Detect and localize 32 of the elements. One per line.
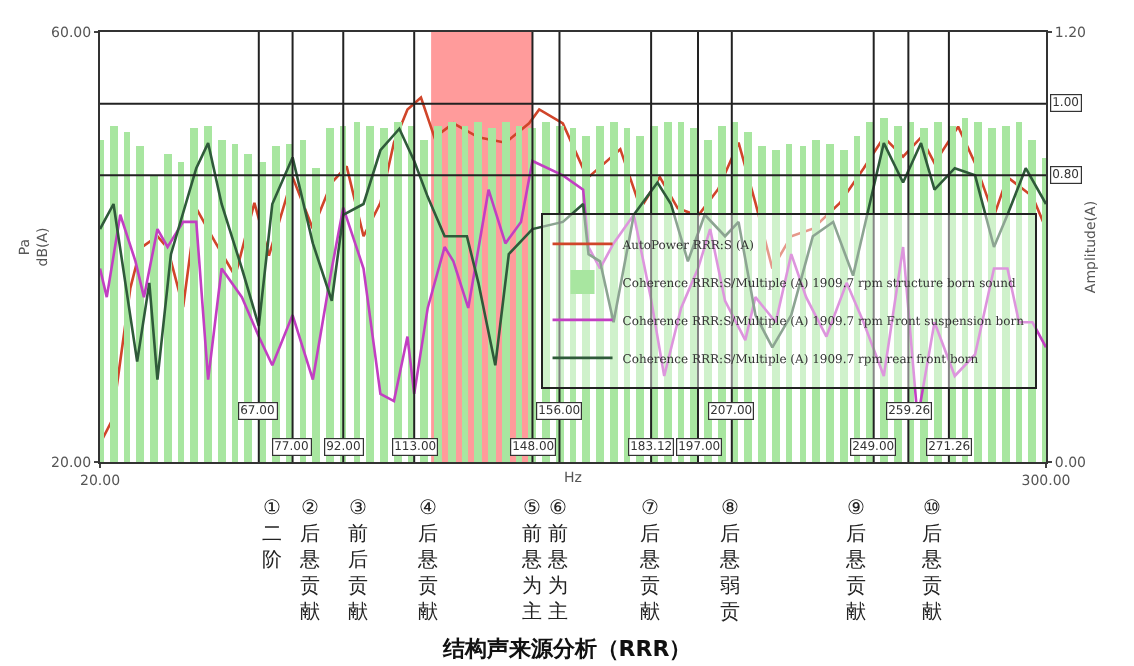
text: ⑩后悬贡献 [920,498,942,624]
text: ⑤前悬为主 [520,498,542,624]
text: ①二阶 [262,498,282,572]
bar [502,122,510,462]
bar [448,122,456,462]
text: ④后悬贡献 [416,498,438,624]
line-series [100,127,1046,381]
bar [190,128,198,462]
text: ⑥前悬为主 [546,498,568,624]
bar [786,144,792,462]
text: 结构声来源分析（RRR） [440,636,692,663]
bar [110,126,118,462]
text: ⑦后悬贡献 [638,498,660,624]
bar [124,132,130,462]
bar [1028,140,1036,462]
bar [462,126,468,462]
bar [218,140,226,462]
bar [232,144,238,462]
text: ⑧后悬弱贡 [718,498,740,624]
bar [610,122,618,462]
bar [380,128,388,462]
bar [474,122,482,462]
bar [488,128,496,462]
bar [434,126,442,462]
text: ③前后贡献 [348,498,368,624]
bar [164,154,172,462]
bar [178,162,184,462]
text: ⑨后悬贡献 [844,498,866,624]
bar [136,146,144,462]
bar [312,168,320,462]
text: ②后悬贡献 [298,498,320,624]
bar [366,126,374,462]
